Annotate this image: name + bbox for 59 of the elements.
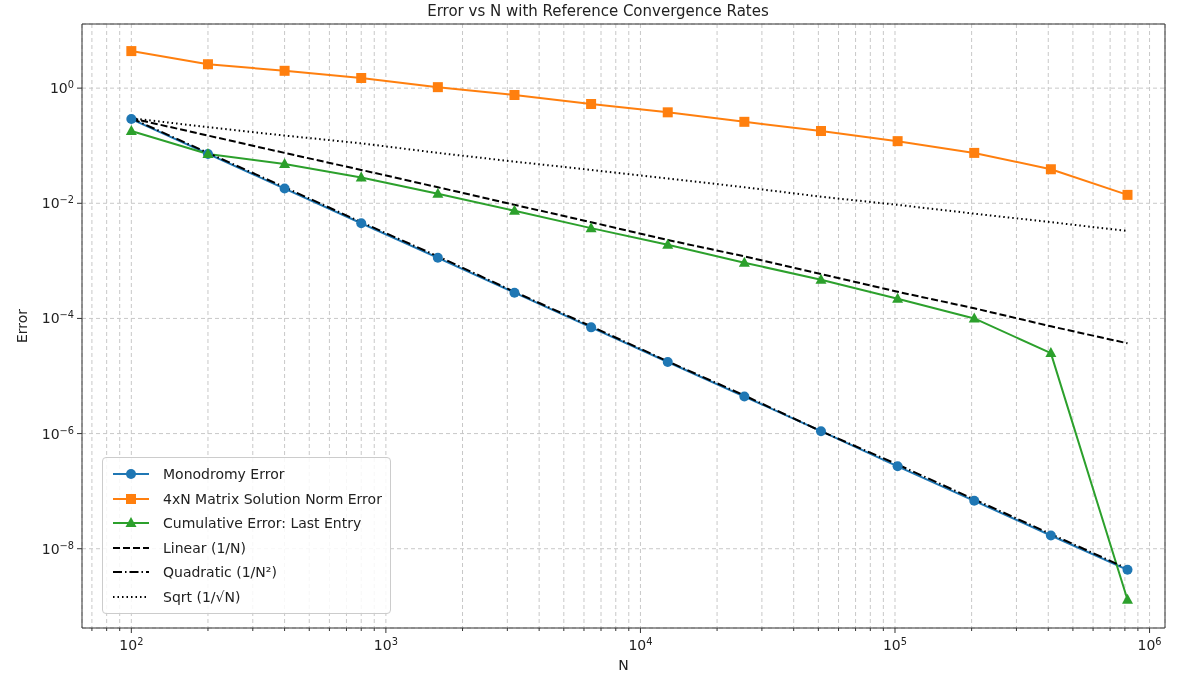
point bbox=[892, 136, 903, 147]
point bbox=[969, 495, 980, 506]
x-tick-label: 10$^{5}$ bbox=[882, 635, 908, 653]
point bbox=[126, 46, 137, 57]
point bbox=[355, 171, 367, 182]
point bbox=[585, 222, 597, 233]
y-tick-label: 10$^{−2}$ bbox=[41, 193, 74, 212]
point bbox=[202, 59, 213, 70]
point bbox=[662, 238, 674, 249]
point bbox=[279, 183, 290, 194]
point bbox=[279, 158, 291, 169]
y-tick-label: 10$^{0}$ bbox=[49, 78, 74, 97]
point bbox=[1045, 164, 1056, 175]
y-tick-label: 10$^{−6}$ bbox=[41, 424, 74, 442]
point bbox=[892, 292, 904, 303]
chart-title: Error vs N with Reference Convergence Rates bbox=[426, 2, 770, 20]
point bbox=[508, 204, 520, 215]
point bbox=[1045, 530, 1056, 541]
point bbox=[892, 461, 903, 472]
point bbox=[432, 187, 444, 198]
x-tick-label: 10$^{2}$ bbox=[119, 635, 144, 653]
point bbox=[586, 99, 597, 110]
point bbox=[968, 312, 980, 323]
x-axis-title: N bbox=[618, 657, 629, 673]
point bbox=[739, 391, 750, 402]
point bbox=[815, 273, 827, 284]
point bbox=[815, 426, 826, 437]
point bbox=[432, 252, 443, 263]
x-tick-label: 10$^{4}$ bbox=[628, 635, 653, 653]
point bbox=[662, 357, 673, 368]
point bbox=[1122, 189, 1133, 200]
legend-label: Sqrt (1/√N) bbox=[163, 588, 241, 605]
point bbox=[815, 126, 826, 137]
x-tick-label: 10$^{6}$ bbox=[1137, 635, 1162, 653]
point bbox=[509, 287, 520, 298]
y-axis-title: Error bbox=[13, 308, 30, 344]
point bbox=[126, 114, 137, 125]
point bbox=[586, 322, 597, 333]
point bbox=[125, 125, 137, 136]
point bbox=[662, 107, 673, 118]
y-tick-label: 10$^{−4}$ bbox=[41, 308, 74, 327]
x-tick-label: 10$^{3}$ bbox=[373, 635, 398, 653]
point bbox=[279, 65, 290, 76]
point bbox=[1122, 564, 1133, 575]
legend-label: Linear (1/N) bbox=[163, 539, 246, 556]
point bbox=[356, 73, 367, 83]
legend-label: 4xN Matrix Solution Norm Error bbox=[163, 490, 382, 507]
legend-label: Monodromy Error bbox=[163, 466, 285, 483]
point bbox=[1122, 593, 1133, 604]
y-tick-label: 10$^{−8}$ bbox=[41, 539, 74, 557]
point bbox=[1045, 347, 1057, 358]
point bbox=[738, 256, 750, 267]
legend-label: Quadratic (1/N²) bbox=[163, 564, 277, 581]
point bbox=[356, 218, 367, 229]
legend-label: Cumulative Error: Last Entry bbox=[163, 515, 362, 532]
point bbox=[969, 147, 980, 158]
point bbox=[432, 82, 443, 93]
point bbox=[509, 90, 520, 100]
point bbox=[739, 116, 750, 127]
